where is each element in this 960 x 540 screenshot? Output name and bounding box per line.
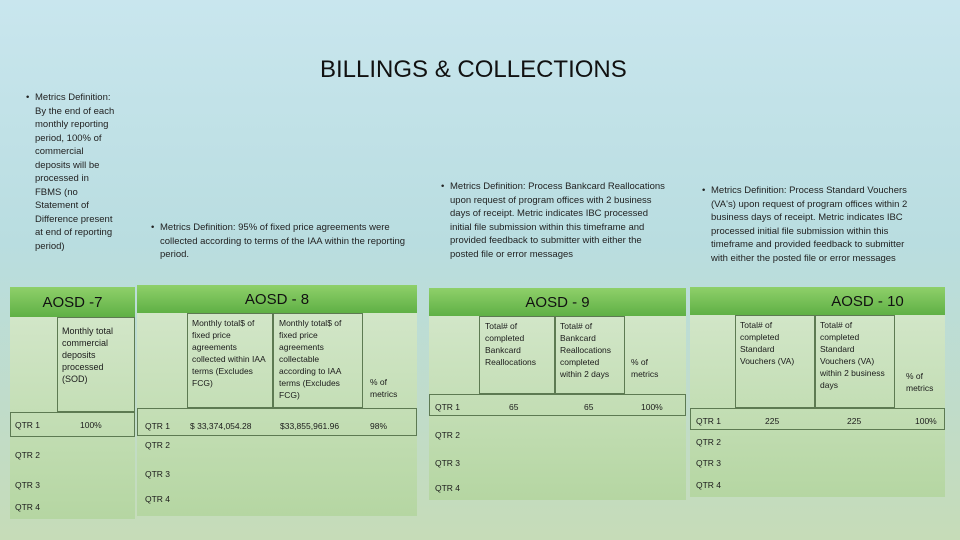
aosd10-qtr1-pct: 100% bbox=[915, 416, 937, 426]
aosd10-header-b bbox=[815, 315, 895, 408]
aosd9-header-b bbox=[555, 316, 625, 394]
definition-aosd7: • Metrics Definition: By the end of each… bbox=[26, 92, 115, 252]
aosd8-row-qtr1 bbox=[137, 408, 417, 436]
aosd9-header-b-text: Total# of Bankcard Reallocations complet… bbox=[560, 321, 612, 379]
bullet-icon: • bbox=[441, 181, 445, 192]
aosd9-qtr-label: QTR 2 bbox=[435, 430, 461, 440]
aosd8-qtr-label: QTR 2 bbox=[145, 440, 171, 450]
aosd9-qtr1-completed: 65 bbox=[509, 402, 519, 412]
aosd10-qtr-label: QTR 2 bbox=[696, 437, 722, 447]
aosd9-header-pct-text: % of metrics bbox=[631, 357, 659, 379]
aosd8-header-b-text: Monthly total$ of fixed price agreements… bbox=[279, 318, 342, 400]
aosd7-header-cell bbox=[57, 317, 135, 412]
aosd7-qtr-label: QTR 2 bbox=[15, 450, 41, 460]
aosd10-header-a bbox=[735, 315, 815, 408]
aosd7-table: Monthly total commercial deposits proces… bbox=[10, 317, 135, 519]
aosd7-column-header: Monthly total commercial deposits proces… bbox=[62, 326, 114, 384]
aosd9-table: Total# of completed Bankcard Reallocatio… bbox=[429, 316, 686, 500]
aosd9-qtr-label: QTR 1 bbox=[435, 402, 461, 412]
aosd8-heading: AOSD - 8 bbox=[137, 285, 417, 313]
aosd9-qtr1-within-2-days: 65 bbox=[584, 402, 594, 412]
definition-aosd8: • Metrics Definition: 95% of fixed price… bbox=[151, 222, 406, 260]
aosd10-qtr-label: QTR 1 bbox=[696, 416, 722, 426]
aosd10-qtr1-within-2-days: 225 bbox=[847, 416, 862, 426]
aosd7-qtr1-value: 100% bbox=[80, 420, 102, 430]
aosd8-header-pct-text: % of metrics bbox=[370, 377, 398, 399]
aosd9-heading: AOSD - 9 bbox=[429, 288, 686, 316]
aosd8-qtr-label: QTR 3 bbox=[145, 469, 171, 479]
bullet-icon: • bbox=[702, 185, 706, 196]
aosd10-heading: AOSD - 10 bbox=[690, 287, 945, 315]
bullet-icon: • bbox=[26, 92, 30, 103]
definition-aosd10: • Metrics Definition: Process Standard V… bbox=[702, 185, 908, 264]
definition-aosd9: • Metrics Definition: Process Bankcard R… bbox=[441, 181, 665, 260]
aosd10-row-qtr1 bbox=[690, 408, 945, 430]
aosd8-header-a-text: Monthly total$ of fixed price agreements… bbox=[192, 318, 266, 388]
aosd9-header-a bbox=[479, 316, 555, 394]
aosd7-qtr-label: QTR 1 bbox=[15, 420, 41, 430]
aosd10-header-b-text: Total# of completed Standard Vouchers (V… bbox=[820, 320, 885, 390]
aosd8-qtr1-collectable: $33,855,961.96 bbox=[280, 421, 340, 431]
aosd8-table: Monthly total$ of fixed price agreements… bbox=[137, 313, 417, 516]
aosd8-qtr1-collected: $ 33,374,054.28 bbox=[190, 421, 252, 431]
aosd7-row-qtr1 bbox=[10, 412, 135, 437]
bullet-icon: • bbox=[151, 222, 155, 233]
aosd10-qtr-label: QTR 4 bbox=[696, 480, 722, 490]
aosd10-qtr-label: QTR 3 bbox=[696, 458, 722, 468]
aosd8-header-a bbox=[187, 313, 273, 408]
aosd8-qtr-label: QTR 4 bbox=[145, 494, 171, 504]
aosd10-header-a-text: Total# of completed Standard Vouchers (V… bbox=[740, 320, 795, 366]
aosd8-qtr1-pct: 98% bbox=[370, 421, 388, 431]
aosd9-row-qtr1 bbox=[429, 394, 686, 416]
aosd7-heading: AOSD -7 bbox=[10, 287, 135, 317]
aosd7-qtr-label: QTR 3 bbox=[15, 480, 41, 490]
aosd9-qtr1-pct: 100% bbox=[641, 402, 663, 412]
aosd10-header-pct-text: % of metrics bbox=[906, 371, 934, 393]
aosd8-qtr-label: QTR 1 bbox=[145, 421, 171, 431]
aosd7-qtr-label: QTR 4 bbox=[15, 502, 41, 512]
aosd10-table: Total# of completed Standard Vouchers (V… bbox=[690, 315, 945, 497]
aosd10-qtr1-completed: 225 bbox=[765, 416, 780, 426]
aosd9-qtr-label: QTR 3 bbox=[435, 458, 461, 468]
aosd9-header-a-text: Total# of completed Bankcard Reallocatio… bbox=[485, 321, 537, 367]
aosd9-qtr-label: QTR 4 bbox=[435, 483, 461, 493]
page-title: BILLINGS & COLLECTIONS bbox=[320, 56, 627, 83]
aosd8-header-b bbox=[273, 313, 363, 408]
